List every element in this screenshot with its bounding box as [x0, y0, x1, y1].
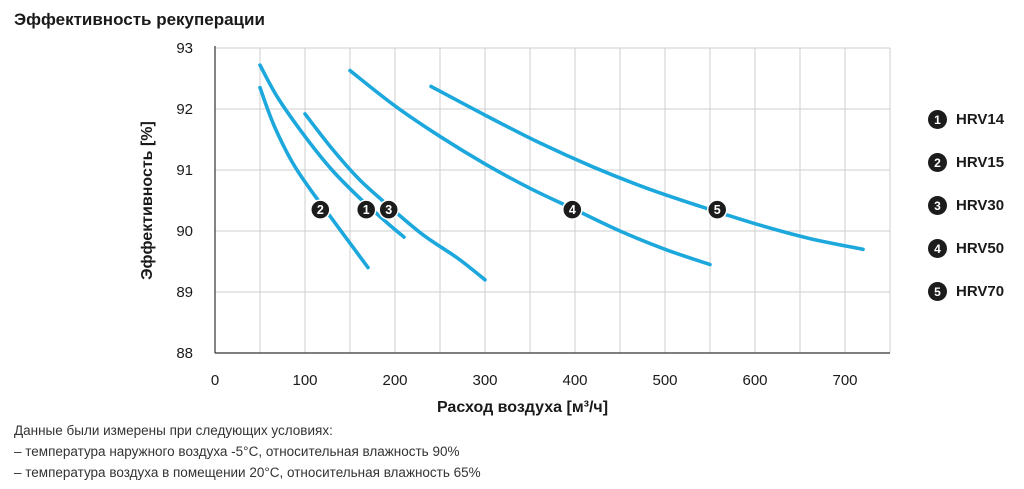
- y-tick-label: 89: [176, 284, 193, 301]
- y-tick-label: 93: [176, 40, 193, 57]
- chart-axes: [214, 46, 890, 354]
- notes-line: – температура наружного воздуха -5°C, от…: [14, 444, 460, 459]
- legend: 1 HRV14 2 HRV15 3 HRV30 4 HRV50 5 HRV70: [928, 98, 1004, 313]
- y-axis-label: Эффективность [%]: [139, 121, 156, 280]
- series-marker-label: 2: [317, 203, 324, 217]
- series-line-hrv15: [258, 85, 370, 270]
- x-axis-label: Расход воздуха [м³/ч]: [437, 399, 608, 416]
- legend-label: HRV15: [956, 154, 1005, 171]
- chart-grid: [215, 47, 891, 353]
- notes-line: Данные были измерены при следующих услов…: [14, 423, 333, 438]
- series-marker-label: 1: [363, 203, 370, 217]
- series-marker-hrv14: [355, 199, 377, 220]
- legend-item-hrv14: 1 HRV14: [928, 98, 1004, 141]
- chart-title: Эффективность рекуперации: [14, 10, 265, 29]
- legend-item-hrv70: 5 HRV70: [928, 270, 1004, 313]
- series-marker-hrv70: [706, 199, 728, 220]
- legend-item-hrv15: 2 HRV15: [928, 141, 1004, 184]
- series-marker-hrv50: [562, 199, 583, 220]
- x-tick-label: 600: [742, 372, 767, 389]
- legend-label: HRV50: [956, 240, 1005, 257]
- chart-ticks: 0 100 200 300 400 500 600 700 88 89 90 91 92 93: [176, 40, 857, 389]
- series-marker-label: 3: [385, 203, 392, 217]
- legend-number-badge: 4: [928, 239, 947, 258]
- series-line-hrv14: [258, 63, 406, 239]
- y-tick-label: 92: [176, 101, 193, 118]
- x-tick-label: 300: [472, 372, 497, 389]
- y-tick-label: 88: [176, 345, 193, 362]
- legend-number-badge: 3: [928, 196, 947, 215]
- legend-number-badge: 1: [928, 110, 947, 129]
- y-tick-label: 91: [176, 162, 193, 179]
- legend-number-badge: 2: [928, 153, 947, 172]
- series-line-hrv70: [429, 84, 865, 252]
- x-tick-label: 100: [292, 372, 317, 389]
- chart-markers: 1 2 3 4 5: [310, 199, 728, 220]
- legend-number-badge: 5: [928, 282, 947, 301]
- legend-item-hrv30: 3 HRV30: [928, 184, 1004, 227]
- notes-line: – температура воздуха в помещении 20°C, …: [14, 465, 481, 480]
- x-tick-label: 0: [211, 372, 219, 389]
- legend-label: HRV30: [956, 197, 1005, 214]
- series-line-hrv50: [348, 68, 712, 267]
- series-marker-label: 5: [714, 203, 721, 217]
- series-marker-hrv15: [310, 199, 331, 220]
- measurement-notes: Данные были измерены при следующих услов…: [14, 420, 481, 483]
- legend-label: HRV70: [956, 283, 1005, 300]
- series-marker-label: 4: [569, 203, 576, 217]
- x-tick-label: 200: [382, 372, 407, 389]
- y-tick-label: 90: [176, 223, 193, 240]
- legend-label: HRV14: [956, 111, 1005, 128]
- x-tick-label: 500: [652, 372, 677, 389]
- x-tick-label: 700: [832, 372, 857, 389]
- legend-item-hrv50: 4 HRV50: [928, 227, 1004, 270]
- series-marker-hrv30: [378, 199, 399, 220]
- x-tick-label: 400: [562, 372, 587, 389]
